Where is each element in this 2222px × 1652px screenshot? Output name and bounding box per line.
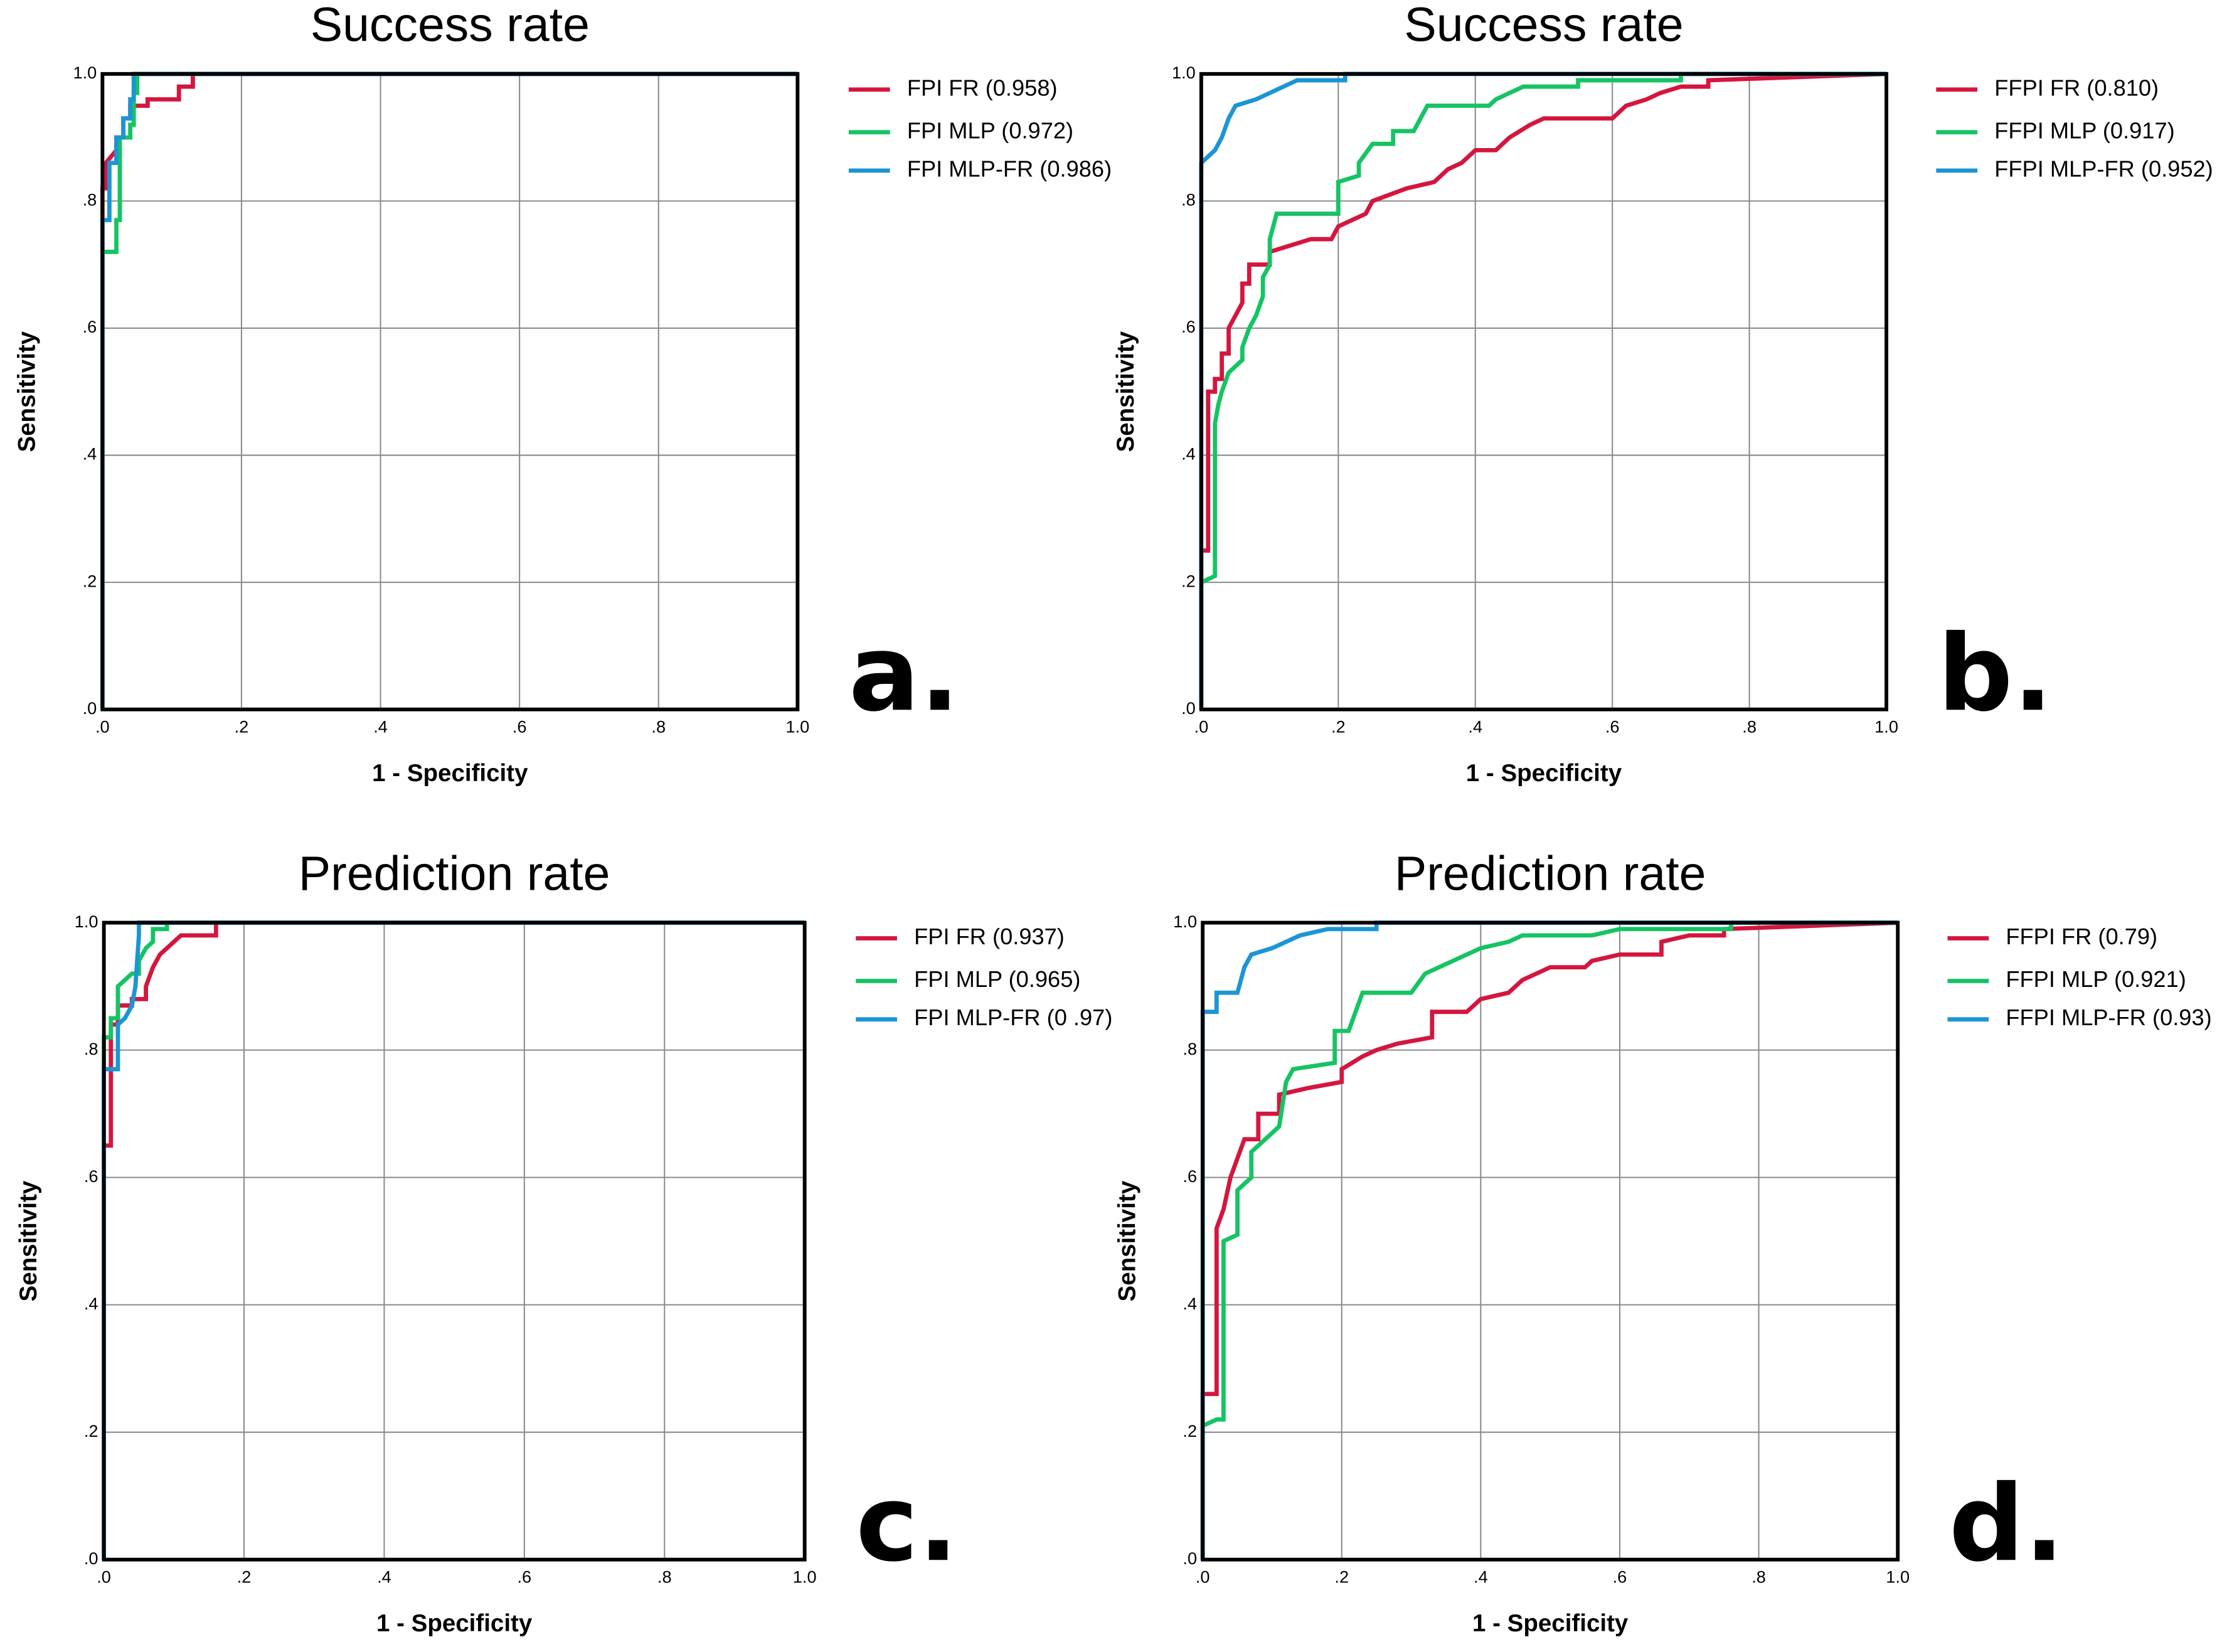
y-tick-label: .2: [1183, 1421, 1197, 1441]
plot-frame: [100, 72, 800, 711]
y-tick-label: 1.0: [75, 912, 98, 931]
x-tick-label: .2: [1331, 717, 1346, 736]
y-axis-label: Sensitivity: [1114, 1180, 1140, 1301]
roc-line: [1200, 920, 1898, 1560]
x-tick-label: .8: [1742, 717, 1757, 736]
legend-label: FFPI MLP-FR (0.93): [2006, 1005, 2211, 1030]
y-tick-label: .6: [1181, 317, 1196, 336]
roc-line: [102, 920, 805, 1560]
roc-line: [102, 920, 805, 1560]
roc-line: [100, 72, 798, 710]
y-tick-label: .6: [84, 1166, 98, 1186]
x-tick-label: .4: [373, 717, 388, 736]
x-tick-label: .4: [1468, 717, 1482, 736]
x-tick-label: 1.0: [793, 1567, 817, 1586]
y-tick-label: .2: [83, 571, 97, 590]
legend-label: FPI FR (0.937): [914, 924, 1065, 949]
x-tick-label: .6: [1605, 717, 1620, 736]
x-tick-label: .0: [95, 717, 110, 736]
legend-label: FFPI FR (0.79): [2006, 924, 2157, 949]
y-tick-label: .8: [83, 190, 97, 210]
x-tick-label: .8: [1752, 1567, 1766, 1586]
x-tick-label: .2: [1334, 1567, 1349, 1586]
x-axis-label: 1 - Specificity: [1472, 1610, 1629, 1637]
y-tick-label: .0: [83, 698, 97, 718]
roc-line: [1199, 72, 1887, 710]
x-tick-label: 1.0: [1874, 717, 1898, 736]
legend-label: FFPI MLP (0.917): [1994, 117, 2174, 143]
y-axis-label: Sensitivity: [15, 1180, 42, 1301]
plot-frame: [1201, 920, 1900, 1562]
roc-line: [1199, 72, 1887, 710]
y-tick-label: .6: [83, 317, 97, 336]
x-tick-label: 1.0: [1886, 1567, 1910, 1586]
roc-line: [1199, 72, 1887, 710]
x-axis-label: 1 - Specificity: [376, 1610, 533, 1637]
x-tick-label: .2: [237, 1567, 252, 1586]
y-tick-label: .4: [84, 1294, 98, 1313]
x-axis-label: 1 - Specificity: [1466, 760, 1622, 787]
y-tick-label: 1.0: [1173, 912, 1197, 931]
y-tick-label: .8: [84, 1039, 98, 1058]
legend-label: FPI FR (0.958): [907, 75, 1058, 100]
panel-label: b.: [1938, 612, 2053, 735]
panel-label: c.: [856, 1462, 958, 1585]
x-tick-label: .6: [518, 1567, 532, 1586]
y-tick-label: .8: [1181, 190, 1196, 210]
y-tick-label: .4: [83, 444, 97, 464]
y-tick-label: 1.0: [73, 63, 97, 82]
chart-title: Prediction rate: [1395, 846, 1706, 900]
y-axis-label: Sensitivity: [1112, 331, 1139, 452]
panel-label: a.: [849, 612, 960, 735]
x-axis-label: 1 - Specificity: [372, 760, 528, 787]
y-tick-label: .8: [1183, 1039, 1197, 1058]
plot-frame: [1199, 72, 1889, 711]
legend-label: FPI MLP-FR (0 .97): [914, 1005, 1112, 1030]
panel-label: d.: [1949, 1462, 2065, 1585]
x-tick-label: .6: [513, 717, 527, 736]
roc-line: [1200, 920, 1898, 1560]
x-tick-label: .6: [1613, 1567, 1627, 1586]
x-tick-label: .4: [377, 1567, 391, 1586]
legend-label: FFPI MLP (0.921): [2006, 966, 2186, 992]
y-tick-label: .2: [84, 1421, 98, 1441]
x-tick-label: .4: [1474, 1567, 1488, 1586]
legend-label: FPI MLP-FR (0.986): [907, 156, 1112, 181]
legend-label: FFPI MLP-FR (0.952): [1994, 156, 2213, 181]
plot-frame: [102, 920, 807, 1562]
roc-line: [100, 72, 798, 710]
chart-title: Prediction rate: [299, 846, 610, 900]
legend-label: FFPI FR (0.810): [1994, 75, 2159, 100]
y-tick-label: .0: [1181, 698, 1196, 718]
x-tick-label: .8: [657, 1567, 672, 1586]
y-tick-label: .4: [1181, 444, 1196, 464]
y-tick-label: 1.0: [1172, 63, 1196, 82]
roc-line: [102, 920, 805, 1560]
y-tick-label: .0: [1183, 1548, 1197, 1568]
x-tick-label: .0: [1194, 717, 1209, 736]
x-tick-label: .0: [1196, 1567, 1210, 1586]
chart-title: Success rate: [311, 0, 590, 52]
x-tick-label: .2: [235, 717, 249, 736]
roc-line: [100, 72, 798, 710]
x-tick-label: .8: [651, 717, 666, 736]
y-tick-label: .2: [1181, 571, 1196, 590]
y-tick-label: .6: [1183, 1166, 1197, 1186]
y-axis-label: Sensitivity: [14, 331, 41, 452]
x-tick-label: .0: [97, 1567, 111, 1586]
legend-label: FPI MLP (0.972): [907, 117, 1073, 143]
y-tick-label: .0: [84, 1548, 98, 1568]
roc-line: [1200, 920, 1898, 1560]
x-tick-label: 1.0: [785, 717, 809, 736]
y-tick-label: .4: [1183, 1294, 1197, 1313]
chart-title: Success rate: [1404, 0, 1683, 52]
legend-label: FPI MLP (0.965): [914, 966, 1080, 992]
